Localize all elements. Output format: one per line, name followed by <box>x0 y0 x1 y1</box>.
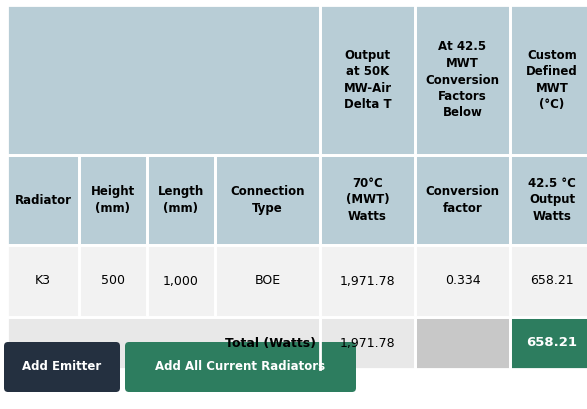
Bar <box>7 5 320 155</box>
Bar <box>215 245 320 317</box>
Bar <box>320 155 415 245</box>
Text: Connection
Type: Connection Type <box>230 185 305 215</box>
Text: 658.21: 658.21 <box>530 274 574 288</box>
Text: 658.21: 658.21 <box>527 337 578 350</box>
FancyBboxPatch shape <box>125 342 356 392</box>
Bar <box>7 317 320 369</box>
Text: 0.334: 0.334 <box>445 274 480 288</box>
Text: 1,971.78: 1,971.78 <box>340 337 395 350</box>
Bar <box>147 155 215 245</box>
Text: 1,000: 1,000 <box>163 274 199 288</box>
Bar <box>415 317 510 369</box>
Bar <box>215 155 320 245</box>
Bar <box>320 317 415 369</box>
Bar <box>510 155 587 245</box>
Text: Conversion
factor: Conversion factor <box>426 185 500 215</box>
Text: Output
at 50K
MW-Air
Delta T: Output at 50K MW-Air Delta T <box>343 49 392 111</box>
Bar <box>320 245 415 317</box>
Text: 1,971.78: 1,971.78 <box>340 274 395 288</box>
Bar <box>510 317 587 369</box>
Bar <box>510 5 587 155</box>
Text: K3: K3 <box>35 274 51 288</box>
Text: Total (Watts): Total (Watts) <box>225 337 316 350</box>
Bar <box>320 5 415 155</box>
Text: Add Emitter: Add Emitter <box>22 360 102 373</box>
Bar <box>79 155 147 245</box>
Bar <box>7 245 79 317</box>
Bar <box>7 155 79 245</box>
Text: Length
(mm): Length (mm) <box>158 185 204 215</box>
Text: Radiator: Radiator <box>15 193 72 207</box>
Bar <box>510 245 587 317</box>
Text: 42.5 °C
Output
Watts: 42.5 °C Output Watts <box>528 177 576 223</box>
Bar <box>147 245 215 317</box>
Bar <box>415 5 510 155</box>
Text: BOE: BOE <box>254 274 281 288</box>
Text: 70°C
(MWT)
Watts: 70°C (MWT) Watts <box>346 177 389 223</box>
Text: Height
(mm): Height (mm) <box>91 185 135 215</box>
Bar <box>415 245 510 317</box>
Bar <box>415 155 510 245</box>
Text: At 42.5
MWT
Conversion
Factors
Below: At 42.5 MWT Conversion Factors Below <box>426 40 500 119</box>
FancyBboxPatch shape <box>4 342 120 392</box>
Text: Custom
Defined
MWT
(°C): Custom Defined MWT (°C) <box>526 49 578 111</box>
Bar <box>79 245 147 317</box>
Text: 500: 500 <box>101 274 125 288</box>
Text: Add All Current Radiators: Add All Current Radiators <box>156 360 326 373</box>
